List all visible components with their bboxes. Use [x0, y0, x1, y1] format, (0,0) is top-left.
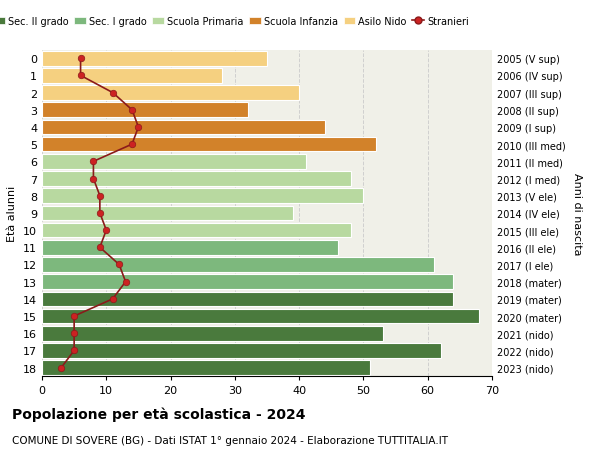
- Point: [108, 296, 118, 303]
- Bar: [42, 223, 350, 238]
- Bar: [42, 172, 350, 186]
- Point: [115, 261, 124, 269]
- Point: [134, 124, 143, 131]
- Point: [95, 193, 104, 200]
- Point: [76, 73, 85, 80]
- Bar: [42, 52, 267, 67]
- Bar: [42, 155, 305, 169]
- Point: [95, 244, 104, 252]
- Bar: [42, 292, 454, 307]
- Text: Popolazione per età scolastica - 2024: Popolazione per età scolastica - 2024: [12, 406, 305, 421]
- Bar: [42, 257, 434, 272]
- Bar: [42, 138, 376, 152]
- Bar: [42, 120, 325, 135]
- Y-axis label: Età alunni: Età alunni: [7, 185, 17, 241]
- Point: [101, 227, 111, 234]
- Point: [76, 56, 85, 63]
- Point: [56, 364, 66, 371]
- Point: [127, 141, 137, 149]
- Bar: [42, 69, 222, 84]
- Point: [108, 90, 118, 97]
- Point: [121, 278, 130, 285]
- Y-axis label: Anni di nascita: Anni di nascita: [572, 172, 582, 255]
- Point: [70, 347, 79, 354]
- Bar: [42, 343, 440, 358]
- Point: [70, 330, 79, 337]
- Bar: [42, 241, 338, 255]
- Bar: [42, 326, 383, 341]
- Bar: [42, 309, 479, 324]
- Bar: [42, 360, 370, 375]
- Bar: [42, 103, 248, 118]
- Point: [70, 313, 79, 320]
- Point: [95, 210, 104, 217]
- Bar: [42, 275, 454, 289]
- Bar: [42, 86, 299, 101]
- Bar: [42, 206, 293, 221]
- Text: COMUNE DI SOVERE (BG) - Dati ISTAT 1° gennaio 2024 - Elaborazione TUTTITALIA.IT: COMUNE DI SOVERE (BG) - Dati ISTAT 1° ge…: [12, 435, 448, 445]
- Legend: Sec. II grado, Sec. I grado, Scuola Primaria, Scuola Infanzia, Asilo Nido, Stran: Sec. II grado, Sec. I grado, Scuola Prim…: [0, 13, 473, 31]
- Point: [89, 158, 98, 166]
- Point: [127, 107, 137, 114]
- Point: [89, 175, 98, 183]
- Bar: [42, 189, 364, 204]
